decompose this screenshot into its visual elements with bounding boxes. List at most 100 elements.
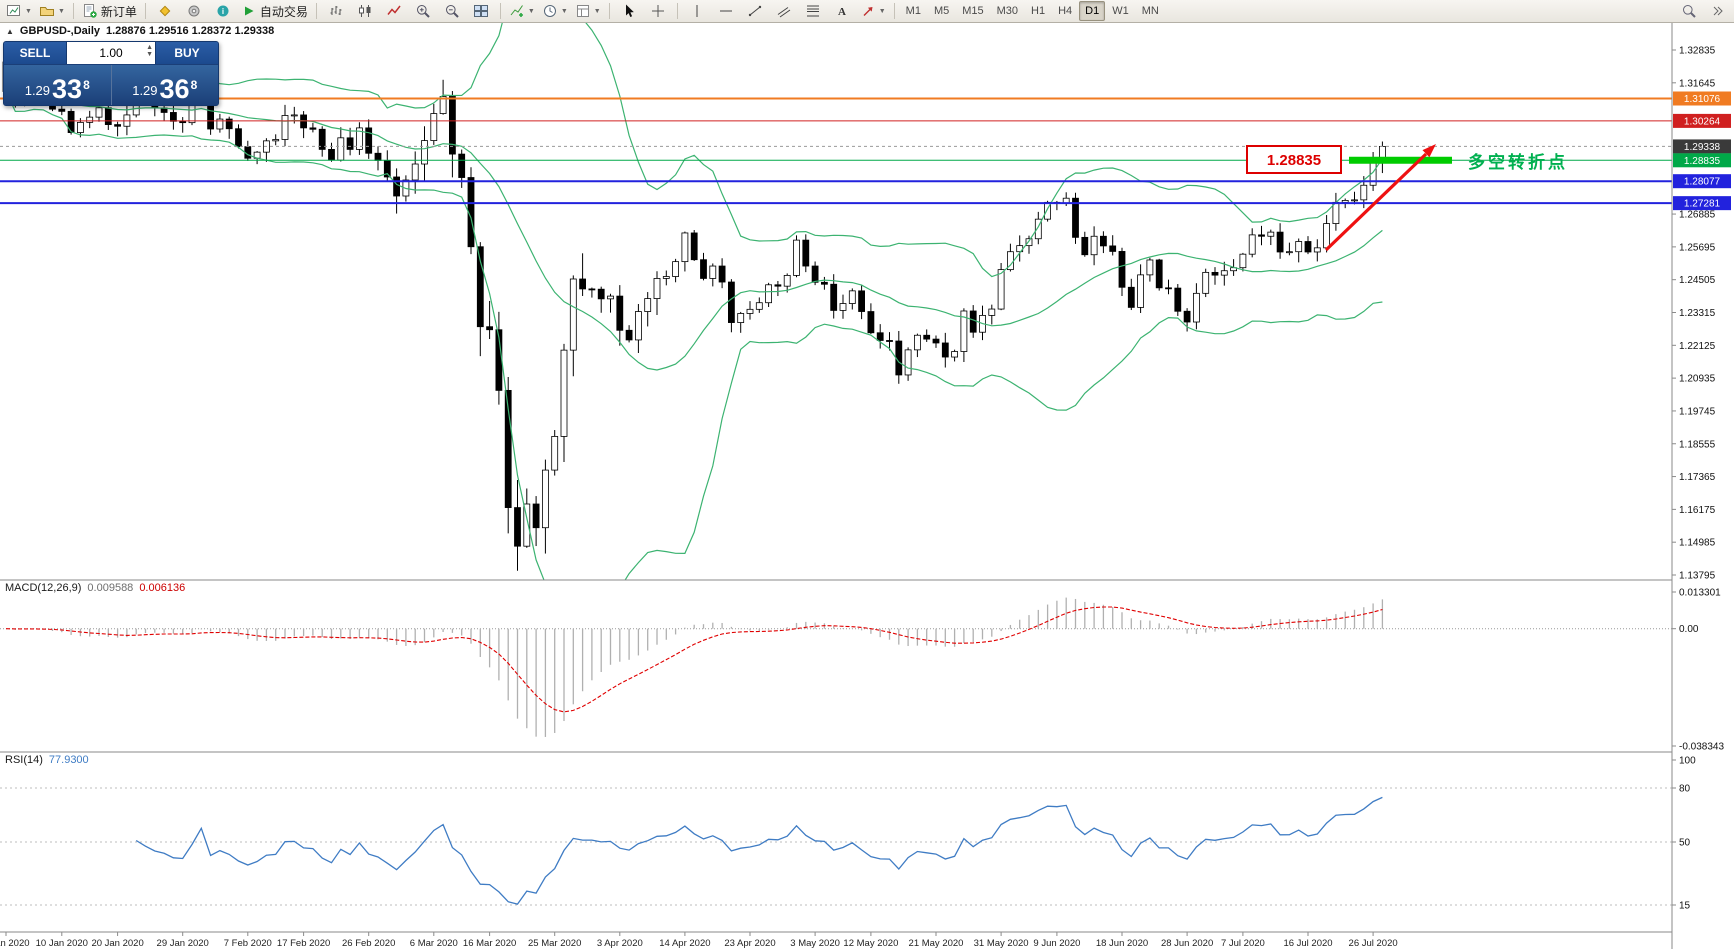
timeframe-h1-button[interactable]: H1 <box>1031 5 1046 17</box>
info-icon: i <box>217 5 229 17</box>
channel-icon <box>777 7 791 18</box>
chart-title: ▲ GBPUSD-,Daily 1.28876 1.29516 1.28372 … <box>6 25 274 37</box>
trendline-button[interactable] <box>741 0 769 22</box>
price-axis-label: 1.16175 <box>1679 505 1716 516</box>
trend-arrow-line[interactable] <box>1324 152 1428 252</box>
time-axis-label: 26 Feb 2020 <box>342 938 395 949</box>
search-icon <box>1683 5 1696 18</box>
price-axis-label: 1.22125 <box>1679 341 1716 352</box>
text-tool-icon: A <box>838 6 846 18</box>
timeframe-m1-button[interactable]: M1 <box>905 5 921 17</box>
volume-value[interactable]: 1.00 <box>99 46 123 60</box>
timeframe-d1-button[interactable]: D1 <box>1079 1 1106 21</box>
cursor-button[interactable] <box>615 0 643 22</box>
toolbar-separator <box>315 3 317 19</box>
macd-histogram <box>14 597 1384 737</box>
macd-signal-line <box>5 606 1383 713</box>
time-axis-label: 3 Apr 2020 <box>597 938 643 949</box>
rsi-axis-label: 80 <box>1679 784 1691 795</box>
macd-value-main: 0.009588 <box>87 582 134 594</box>
fibonacci-icon <box>806 5 819 17</box>
macd-axis-label: 0.013301 <box>1679 588 1721 599</box>
dropdown-caret-icon: ▼ <box>593 7 601 15</box>
quick-search-button[interactable] <box>1675 0 1703 22</box>
price-badge <box>1673 174 1731 189</box>
trend-arrow-head <box>1422 144 1436 158</box>
toolbar-separator <box>676 3 678 19</box>
timeframe-m30-button[interactable]: M30 <box>996 5 1019 17</box>
time-axis-label: 6 Mar 2020 <box>410 938 458 949</box>
fibonacci-button[interactable] <box>799 0 827 22</box>
time-axis-label: 3 May 2020 <box>790 938 840 949</box>
chevrons-icon <box>1713 6 1723 16</box>
panel-collapse-icon[interactable]: ▲ <box>6 26 14 36</box>
dropdown-caret-icon: ▼ <box>527 7 535 15</box>
time-axis-label: 21 May 2020 <box>909 938 964 949</box>
price-axis-label: 1.24505 <box>1679 275 1716 286</box>
indicators-icon <box>510 5 523 17</box>
tile-windows-button[interactable] <box>467 0 495 22</box>
dropdown-caret-icon: ▼ <box>57 7 65 15</box>
bollinger-upper <box>5 22 1383 278</box>
gear-icon <box>188 5 200 17</box>
timeframe-h4-button[interactable]: H4 <box>1058 5 1073 17</box>
sell-button[interactable]: SELL <box>4 42 66 64</box>
price-axis-label: 1.32835 <box>1679 46 1716 57</box>
options-button[interactable] <box>180 0 208 22</box>
periods-button[interactable]: ▼ <box>539 0 571 22</box>
chart-window: 1.28835 多空转折点 1.32835 1.31645 1.26885 1.25695… <box>0 22 1734 949</box>
timeframe-m5-button[interactable]: M5 <box>933 5 950 17</box>
bid-pip-digit: 8 <box>83 78 90 92</box>
new-order-button[interactable]: 新订单 <box>79 0 140 22</box>
volume-spinner[interactable]: ▲ ▼ <box>146 44 153 58</box>
equidistant-channel-button[interactable] <box>770 0 798 22</box>
time-axis-label: 1 Jan 2020 <box>0 938 30 949</box>
trade-panel-header: SELL 1.00 ▲ ▼ BUY <box>4 42 218 65</box>
bid-big-digits: 33 <box>52 74 83 105</box>
templates-icon <box>576 5 589 17</box>
indicators-button[interactable]: ▼ <box>506 0 538 22</box>
candlestick-button[interactable] <box>351 0 379 22</box>
price-axis-label: 1.31645 <box>1679 78 1716 89</box>
horizontal-line-button[interactable] <box>712 0 740 22</box>
crosshair-button[interactable] <box>644 0 672 22</box>
line-chart-icon <box>387 5 401 15</box>
spin-up-icon[interactable]: ▲ <box>146 44 153 51</box>
ask-price[interactable]: 1.29 36 8 <box>112 65 219 105</box>
price-badge <box>1673 91 1731 106</box>
time-axis-label: 9 Jun 2020 <box>1033 938 1080 949</box>
line-chart-button[interactable] <box>380 0 408 22</box>
timeframe-mn-button[interactable]: MN <box>1141 5 1159 17</box>
price-axis[interactable]: 1.32835 1.31645 1.26885 1.25695 1.24505 1.233… <box>1671 22 1734 949</box>
macd-indicator-label: MACD(12,26,9) 0.009588 0.006136 <box>5 582 185 594</box>
price-chart[interactable]: 1.28835 多空转折点 1.32835 1.31645 1.26885 1.25695… <box>0 22 1734 949</box>
info-button[interactable]: i <box>209 0 237 22</box>
arrows-tool-button[interactable]: ▼ <box>857 0 889 22</box>
bid-price[interactable]: 1.29 33 8 <box>4 65 112 105</box>
timeframe-m15-button[interactable]: M15 <box>962 5 984 17</box>
toolbar-more-button[interactable] <box>1703 0 1731 22</box>
zoom-in-button[interactable] <box>409 0 437 22</box>
zoom-out-button[interactable] <box>438 0 466 22</box>
auto-trading-button[interactable]: 自动交易 <box>238 0 311 22</box>
templates-button[interactable]: ▼ <box>572 0 604 22</box>
timeframe-w1-button[interactable]: W1 <box>1112 5 1129 17</box>
vertical-line-button[interactable] <box>683 0 711 22</box>
macd-axis-label: -0.038343 <box>1679 742 1724 753</box>
text-tool-button[interactable]: A <box>828 0 856 22</box>
bar-chart-button[interactable] <box>322 0 350 22</box>
vertical-line-icon <box>696 5 698 17</box>
macd-panel <box>0 597 1672 737</box>
dropdown-caret-icon: ▼ <box>560 7 568 15</box>
time-axis-label: 26 Jul 2020 <box>1349 938 1398 949</box>
buy-button[interactable]: BUY <box>156 42 218 64</box>
time-axis-label: 7 Jul 2020 <box>1221 938 1265 949</box>
metaeditor-button[interactable] <box>151 0 179 22</box>
price-flag-box[interactable] <box>1246 145 1342 174</box>
spin-down-icon[interactable]: ▼ <box>146 51 153 58</box>
annotation-note-text[interactable]: 多空转折点 <box>1468 152 1568 172</box>
volume-stepper[interactable]: 1.00 ▲ ▼ <box>66 42 156 64</box>
new-chart-button[interactable]: ▼ <box>3 0 35 22</box>
profiles-button[interactable]: ▼ <box>36 0 68 22</box>
